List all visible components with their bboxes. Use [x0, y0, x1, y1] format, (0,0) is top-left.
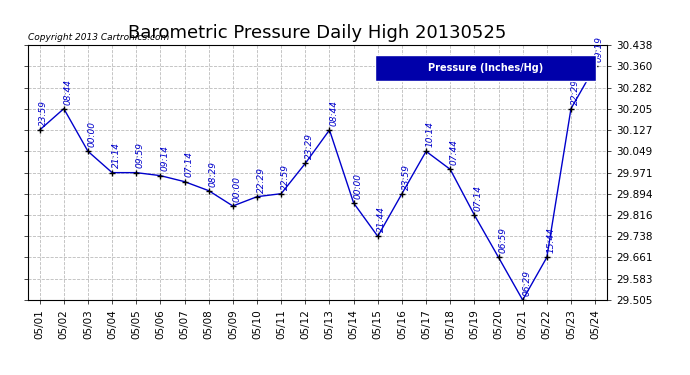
Title: Barometric Pressure Daily High 20130525: Barometric Pressure Daily High 20130525	[128, 24, 506, 42]
Text: 10:14: 10:14	[426, 121, 435, 147]
Text: 23:29: 23:29	[305, 133, 314, 159]
Text: 15:44: 15:44	[546, 227, 555, 253]
Text: Copyright 2013 Cartronics.com: Copyright 2013 Cartronics.com	[28, 33, 169, 42]
Text: 00:00: 00:00	[233, 176, 241, 202]
Text: 07:14: 07:14	[474, 185, 483, 211]
Text: 00:00: 00:00	[88, 121, 97, 147]
Text: 06:59: 06:59	[498, 227, 507, 253]
Text: 23:59: 23:59	[39, 100, 48, 126]
Text: 21:14: 21:14	[112, 142, 121, 168]
Text: 22:59: 22:59	[281, 164, 290, 189]
Text: Pressure (Inches/Hg): Pressure (Inches/Hg)	[428, 63, 543, 73]
Text: 22:29: 22:29	[257, 166, 266, 192]
Text: 09:19: 09:19	[595, 36, 604, 62]
Text: 07:44: 07:44	[450, 139, 459, 165]
Text: 06:29: 06:29	[522, 270, 531, 296]
Text: 07:14: 07:14	[184, 152, 193, 177]
Text: 08:44: 08:44	[63, 78, 72, 105]
Text: 00:00: 00:00	[353, 173, 362, 199]
Text: 21:44: 21:44	[377, 206, 386, 232]
Text: 23:59: 23:59	[402, 164, 411, 189]
Text: 09:14: 09:14	[160, 146, 169, 171]
Text: 22:29: 22:29	[571, 78, 580, 105]
Text: 08:29: 08:29	[208, 160, 217, 186]
Text: 09:59: 09:59	[136, 142, 145, 168]
FancyBboxPatch shape	[375, 55, 595, 81]
Text: 08:44: 08:44	[329, 100, 338, 126]
